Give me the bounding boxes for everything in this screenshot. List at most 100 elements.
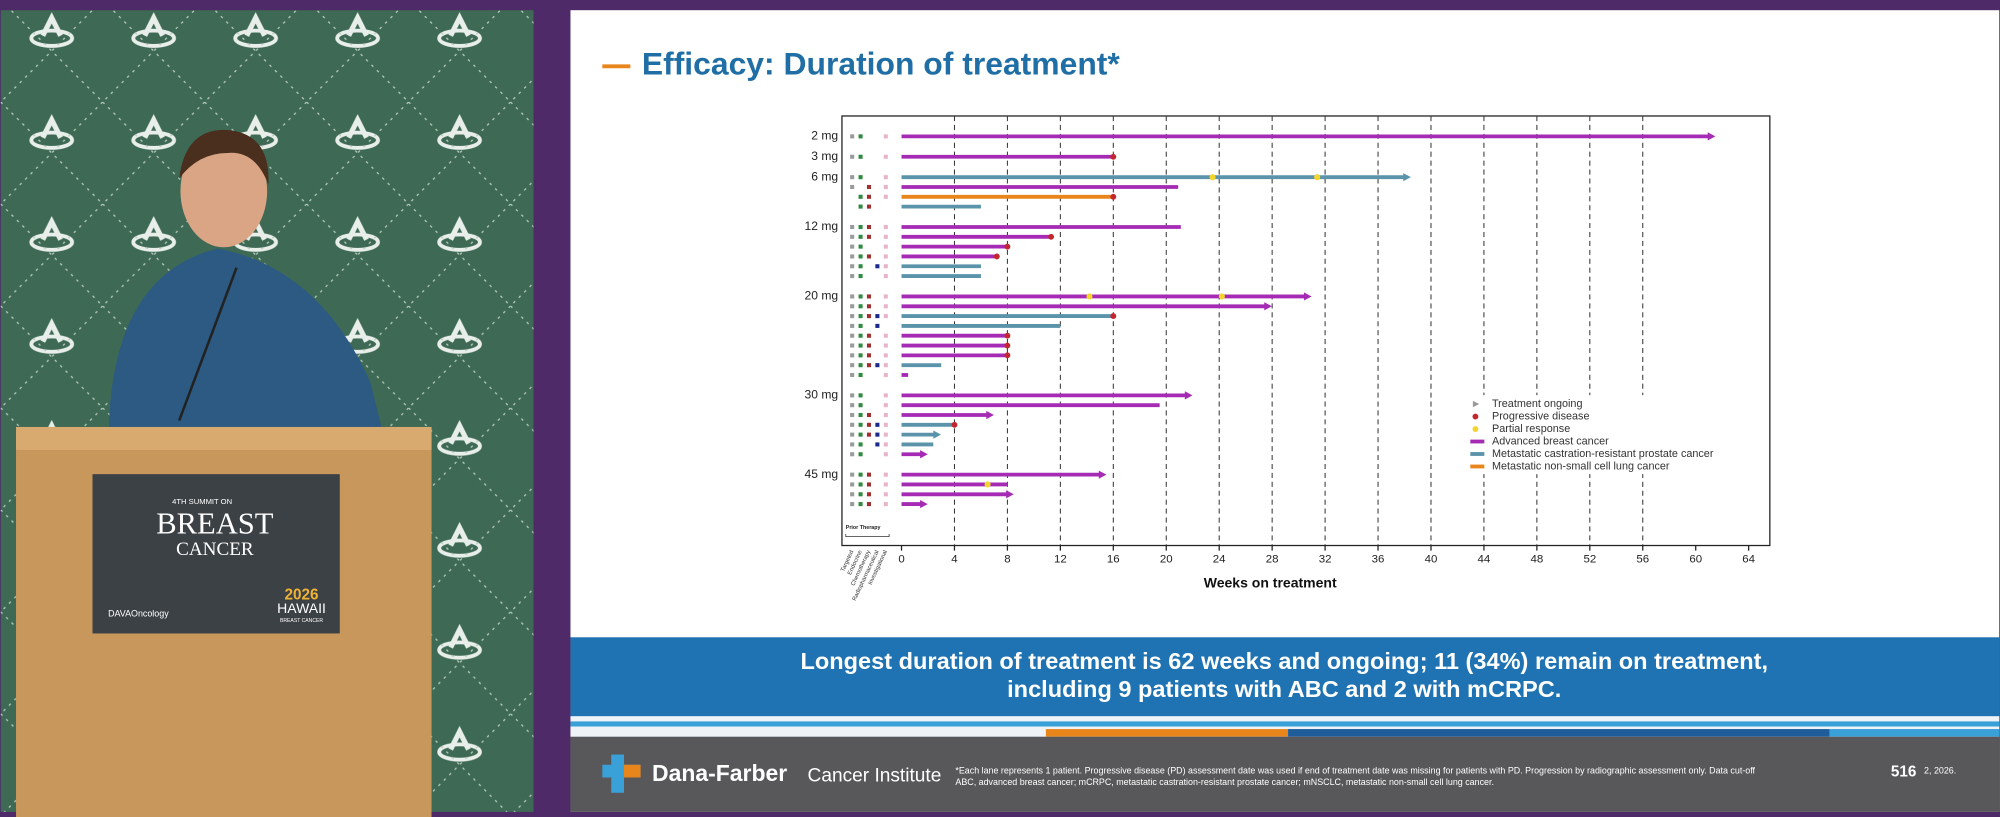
prior-therapy-mark: [850, 175, 855, 180]
legend-label: Advanced breast cancer: [1492, 435, 1609, 447]
prior-therapy-mark: [883, 472, 888, 477]
prior-therapy-mark: [858, 224, 863, 230]
response-dot: [984, 481, 991, 488]
prior-therapy-mark: [866, 184, 872, 190]
prior-therapy-mark: [866, 482, 872, 487]
speaker-hair: [179, 129, 269, 185]
prior-therapy-mark: [866, 353, 872, 358]
prior-therapy-mark: [883, 314, 888, 319]
prior-therapy-mark: [858, 194, 863, 199]
prior-therapy-mark: [866, 502, 872, 507]
prior-therapy-mark: [850, 254, 855, 259]
prior-therapy-mark: [883, 452, 888, 457]
logo: [602, 754, 641, 793]
prior-therapy-mark: [850, 492, 855, 497]
x-tick-label: 52: [1583, 554, 1596, 566]
sign-text: 2026: [285, 586, 319, 603]
ongoing-arrow: [1264, 302, 1272, 311]
prior-therapy-mark: [858, 492, 863, 497]
prior-therapy-mark: [850, 314, 855, 319]
prior-therapy-mark: [858, 244, 863, 249]
prior-therapy-mark: [858, 264, 863, 269]
response-dot: [1086, 293, 1093, 300]
prior-therapy-mark: [866, 254, 872, 259]
progression-dot: [1110, 313, 1117, 320]
prior-therapy-mark: [883, 492, 888, 497]
progression-dot: [993, 253, 1000, 260]
ongoing-arrow: [1707, 132, 1716, 141]
progression-dot: [1004, 332, 1011, 339]
sign-text: DAVAOncology: [108, 609, 169, 619]
footnote: 2, 2026.: [1924, 765, 1956, 775]
prior-therapy-mark: [883, 254, 888, 259]
ongoing-arrow: [1006, 490, 1014, 499]
prior-therapy-mark: [850, 234, 855, 239]
prior-therapy-mark: [850, 343, 855, 348]
sign-text: HAWAII: [277, 600, 326, 616]
stripe-segment: [1045, 729, 1289, 737]
prior-therapy-mark: [858, 343, 863, 348]
prior-therapy-mark: [866, 472, 872, 477]
x-tick-label: 32: [1319, 554, 1332, 566]
progression-dot: [1004, 342, 1011, 349]
prior-therapy-mark: [850, 184, 855, 190]
response-dot: [1218, 293, 1225, 300]
prior-therapy-mark: [858, 502, 863, 507]
prior-therapy-mark: [858, 254, 863, 259]
prior-therapy-mark: [875, 264, 880, 269]
prior-therapy-mark: [858, 432, 863, 437]
prior-therapy-mark: [866, 422, 872, 427]
group-label: 3 mg: [811, 149, 838, 163]
ongoing-arrow: [1184, 391, 1193, 400]
prior-therapy-mark: [883, 442, 888, 447]
x-tick-label: 44: [1478, 554, 1491, 566]
legend-label: Progressive disease: [1492, 410, 1590, 422]
group-label: 45 mg: [805, 467, 839, 481]
prior-therapy-mark: [866, 304, 872, 309]
x-tick-label: 16: [1107, 554, 1120, 566]
prior-therapy-mark: [866, 412, 872, 418]
sign-text: 4TH SUMMIT ON: [172, 497, 232, 506]
prior-therapy-mark: [883, 482, 888, 487]
prior-therapy-mark: [883, 184, 888, 190]
prior-therapy-mark: [858, 452, 863, 457]
prior-therapy-mark: [883, 372, 888, 378]
x-tick-label: 4: [951, 554, 958, 566]
prior-therapy-mark: [866, 314, 872, 319]
prior-therapy-mark: [850, 134, 855, 139]
prior-therapy-mark: [858, 393, 863, 398]
x-tick-label: 40: [1425, 554, 1438, 566]
prior-therapy-mark: [883, 264, 888, 269]
prior-therapy-mark: [858, 482, 863, 487]
prior-therapy-mark: [866, 234, 872, 239]
prior-therapy-mark: [850, 482, 855, 487]
prior-therapy-mark: [858, 422, 863, 427]
prior-therapy-mark: [850, 442, 855, 447]
prior-therapy-mark: [858, 412, 863, 418]
progression-dot: [1048, 233, 1055, 240]
podium-sign: [92, 474, 340, 634]
prior-therapy-mark: [850, 154, 855, 159]
footer: [570, 736, 2000, 812]
legend-label: Metastatic non-small cell lung cancer: [1492, 460, 1670, 472]
prior-therapy-mark: [883, 154, 888, 159]
prior-therapy-mark: [866, 333, 872, 338]
microphone: [177, 267, 238, 422]
legend-marker: [1472, 400, 1480, 408]
prior-therapy-mark: [866, 204, 872, 209]
x-tick-label: 20: [1160, 554, 1173, 566]
prior-therapy-mark: [850, 403, 855, 408]
speaker-head: [180, 135, 268, 248]
response-dot: [1209, 174, 1216, 181]
ongoing-arrow: [1303, 292, 1312, 301]
prior-therapy-mark: [850, 432, 855, 437]
x-tick-label: 24: [1213, 554, 1226, 566]
prior-therapy-mark: [866, 343, 872, 348]
prior-therapy-mark: [850, 353, 855, 358]
prior-therapy-mark: [858, 304, 863, 309]
prior-therapy-mark: [883, 175, 888, 180]
prior-therapy-mark: [858, 403, 863, 408]
x-tick-label: 8: [1004, 554, 1010, 566]
prior-therapy-mark: [883, 343, 888, 348]
